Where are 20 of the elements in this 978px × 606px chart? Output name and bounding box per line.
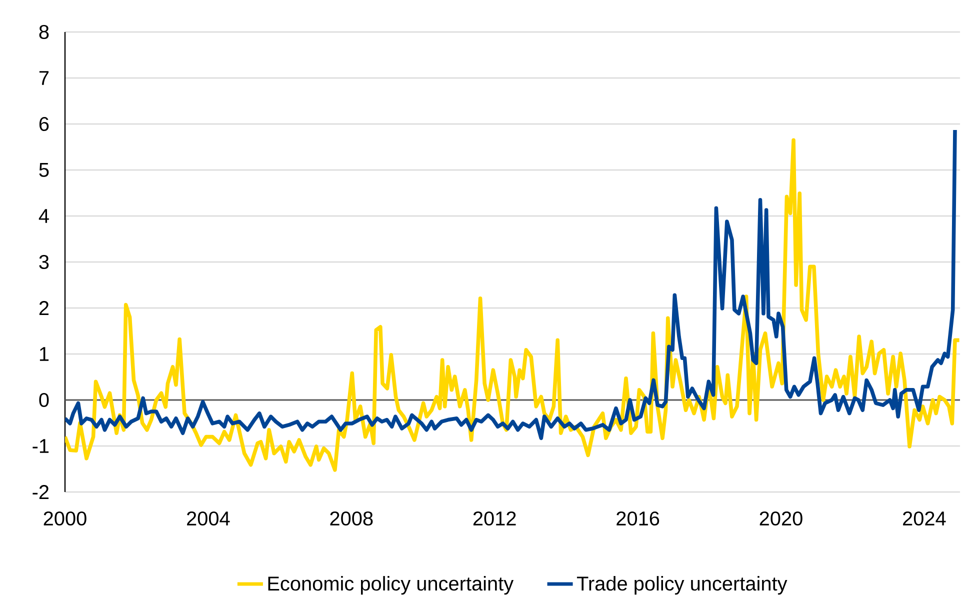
y-tick-label: 7 <box>39 71 49 85</box>
x-tick-label: 2008 <box>330 511 373 526</box>
legend-label: Economic policy uncertainty <box>268 576 514 595</box>
x-tick-label: 2020 <box>760 511 802 526</box>
x-tick-label: 2024 <box>903 511 946 526</box>
y-tick-label: 0 <box>39 392 49 408</box>
y-tick-label: 3 <box>39 254 49 270</box>
x-tick-label: 2016 <box>616 511 660 526</box>
y-tick-label: 5 <box>39 163 49 177</box>
y-tick-label: -2 <box>32 485 49 499</box>
y-tick-label: 4 <box>38 209 49 223</box>
legend-label: Trade policy uncertainty <box>576 576 788 595</box>
y-tick-label: 2 <box>39 301 49 315</box>
y-tick-label: -1 <box>32 439 49 453</box>
x-tick-label: 2004 <box>187 511 230 526</box>
y-tick-label: 6 <box>39 116 49 132</box>
y-tick-label: 1 <box>40 347 49 361</box>
y-tick-label: 8 <box>39 24 49 40</box>
x-tick-label: 2012 <box>473 511 516 526</box>
x-tick-label: 2000 <box>44 511 86 526</box>
